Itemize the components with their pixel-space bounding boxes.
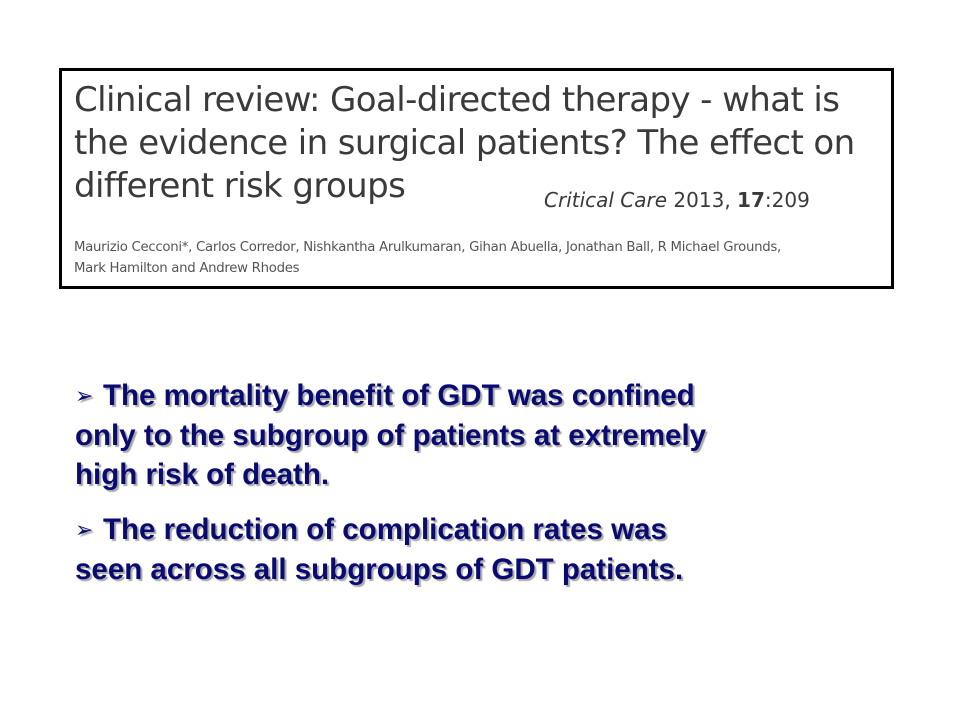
bullet-1-text-1: The mortality benefit of GDT was confine… [103,379,695,412]
article-title: Clinical review: Goal-directed therapy -… [74,79,874,208]
bullet-1-line-3: high risk of death. [75,458,330,491]
author-line-1: Maurizio Cecconi*, Carlos Corredor, Nish… [74,240,781,255]
article-title-line-3: different risk groups [74,166,406,206]
bullet-2-text-1: The reduction of complication rates was [103,513,667,546]
reference-box: Clinical review: Goal-directed therapy -… [59,68,894,289]
arrow-bullet-icon: ➢ [75,384,94,409]
author-list: Maurizio Cecconi*, Carlos Corredor, Nish… [74,237,884,279]
bullet-1-line-1: ➢ The mortality benefit of GDT was confin… [75,376,895,416]
bullet-1-line-2: only to the subgroup of patients at extr… [75,419,707,452]
journal-citation: Critical Care 2013, 17:209 [544,188,810,212]
journal-year: 2013, [673,188,731,212]
bullet-list: ➢ The mortality benefit of GDT was confin… [75,376,895,605]
article-title-line-1: Clinical review: Goal-directed therapy -… [74,80,840,120]
bullet-2-line-2: seen across all subgroups of GDT patient… [75,553,684,586]
journal-name: Critical Care [544,188,668,212]
author-line-2: Mark Hamilton and Andrew Rhodes [74,261,300,276]
arrow-bullet-icon: ➢ [75,518,94,543]
article-title-line-2: the evidence in surgical patients? The e… [74,123,855,163]
bullet-2-line-1: ➢ The reduction of complication rates was [75,510,895,550]
bullet-point-complications: ➢ The reduction of complication rates was… [75,510,895,589]
journal-volume: 17 [737,188,765,212]
journal-pages: :209 [764,188,810,212]
bullet-point-mortality: ➢ The mortality benefit of GDT was confin… [75,376,895,494]
